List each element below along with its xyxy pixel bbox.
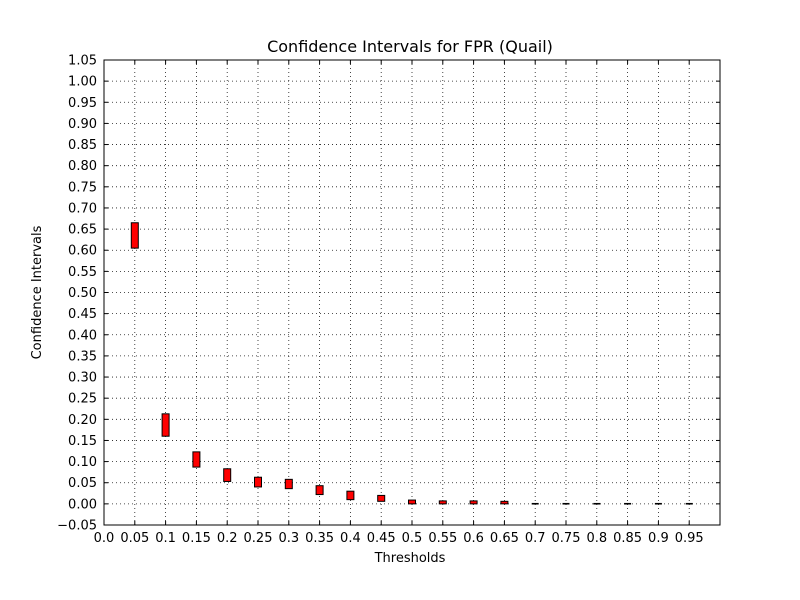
- y-tick-label: 0.35: [68, 349, 97, 364]
- x-tick-label: 0.6: [463, 531, 484, 546]
- y-tick-label: −0.05: [57, 519, 97, 534]
- x-tick-label: 0.3: [278, 531, 299, 546]
- grid: [103, 59, 720, 526]
- ci-box: [130, 222, 139, 249]
- y-tick-label: 0.55: [68, 265, 97, 280]
- x-tick-label: 0.1: [155, 531, 176, 546]
- y-tick-label: 0.85: [68, 138, 97, 153]
- x-tick-label: 0.05: [120, 531, 149, 546]
- ci-box: [161, 413, 170, 437]
- y-tick-label: 0.20: [68, 413, 97, 428]
- ci-box: [377, 494, 386, 502]
- x-tick-label: 0.7: [525, 531, 546, 546]
- y-tick-label: 0.05: [68, 476, 97, 491]
- y-tick-label: 1.05: [68, 54, 97, 69]
- x-tick-label: 0.45: [367, 531, 396, 546]
- y-tick-label: 0.10: [68, 455, 97, 470]
- x-tick-label: 0.2: [217, 531, 238, 546]
- x-tick-label: 0.65: [490, 531, 519, 546]
- x-tick-label: 0.15: [182, 531, 211, 546]
- ci-box: [500, 500, 509, 505]
- y-tick-label: 0.90: [68, 117, 97, 132]
- ci-box: [438, 500, 447, 505]
- y-tick-label: 0.45: [68, 307, 97, 322]
- x-tick-label: 0.9: [648, 531, 669, 546]
- x-tick-label: 0.35: [305, 531, 334, 546]
- y-tick-label: 1.00: [68, 75, 97, 90]
- x-axis-label: Thresholds: [374, 551, 446, 566]
- x-tick-label: 0.95: [675, 531, 704, 546]
- y-tick-label: 0.15: [68, 434, 97, 449]
- x-tick-label: 0.55: [428, 531, 457, 546]
- ci-box: [223, 468, 232, 482]
- ci-box: [531, 502, 539, 505]
- y-tick-label: 0.00: [68, 497, 97, 512]
- x-tick-label: 0.85: [613, 531, 642, 546]
- y-tick-label: 0.25: [68, 392, 97, 407]
- ci-box: [469, 500, 478, 505]
- y-axis: −0.05 0.00 0.05 0.10 0.15 0.20 0.25 0.30 0.35 0.4…: [57, 54, 720, 534]
- ci-box: [654, 502, 662, 505]
- ci-box: [346, 490, 355, 501]
- x-tick-label: 0.8: [586, 531, 607, 546]
- ci-box: [192, 451, 201, 468]
- y-tick-label: 0.75: [68, 180, 97, 195]
- x-axis: 0.0 0.05 0.1 0.15 0.2 0.25 0.3 0.35 0.4 0.45 0.5 0.…: [94, 60, 704, 546]
- y-axis-label: Confidence Intervals: [30, 225, 45, 359]
- x-tick-label: 0.25: [244, 531, 273, 546]
- chart-title: Confidence Intervals for FPR (Quail): [267, 37, 553, 56]
- ci-box: [562, 502, 570, 505]
- ci-box: [408, 499, 416, 505]
- y-tick-label: 0.40: [68, 328, 97, 343]
- ci-box: [284, 478, 293, 490]
- y-tick-label: 0.30: [68, 371, 97, 386]
- ci-box: [254, 476, 262, 488]
- y-tick-label: 0.70: [68, 201, 97, 216]
- y-tick-label: 0.80: [68, 159, 97, 174]
- ci-box: [315, 485, 324, 496]
- ci-box: [624, 502, 632, 505]
- x-tick-label: 0.4: [340, 531, 361, 546]
- y-tick-label: 0.65: [68, 223, 97, 238]
- ci-boxes: [130, 222, 693, 505]
- x-tick-label: 0.5: [402, 531, 423, 546]
- y-tick-label: 0.60: [68, 244, 97, 259]
- x-tick-label: 0.0: [94, 531, 115, 546]
- x-tick-label: 0.75: [552, 531, 581, 546]
- y-tick-label: 0.50: [68, 286, 97, 301]
- ci-box: [685, 502, 693, 505]
- y-tick-label: 0.95: [68, 96, 97, 111]
- ci-box: [593, 502, 601, 505]
